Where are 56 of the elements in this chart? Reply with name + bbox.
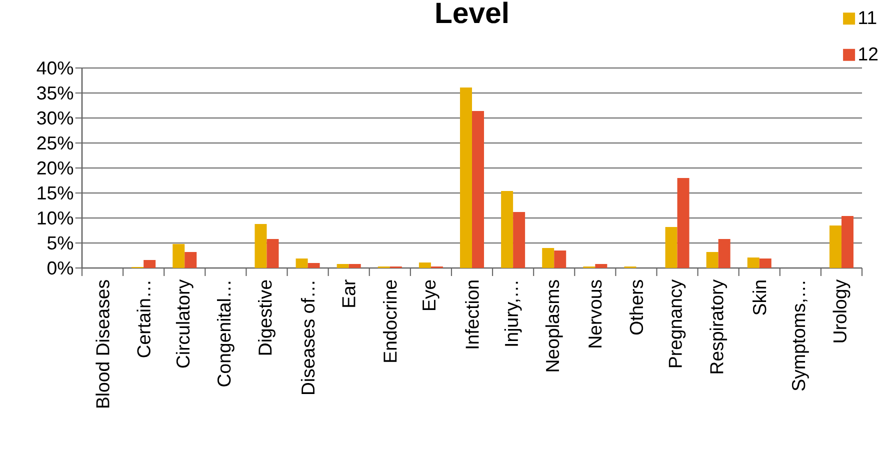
bar <box>841 216 854 268</box>
bar <box>501 191 514 268</box>
x-tick-label: Nervous <box>588 280 602 348</box>
bar <box>595 264 608 268</box>
bar <box>144 260 156 268</box>
bar <box>542 248 554 268</box>
x-tick-label: Circulatory <box>176 279 194 368</box>
x-tick-label: Eye <box>422 280 440 310</box>
bar <box>554 250 566 268</box>
x-tick-label: Pregnancy <box>668 279 686 368</box>
bar <box>336 264 349 268</box>
bar <box>418 262 431 268</box>
y-tick-label: 0% <box>47 261 74 275</box>
x-tick-label: Digestive <box>258 280 276 355</box>
x-tick-label: Respiratory <box>710 279 728 374</box>
legend-label: 11 <box>859 11 876 24</box>
y-tick-label: 35% <box>37 86 74 100</box>
x-tick-label: Diseases of… <box>300 282 315 394</box>
y-tick-label: 25% <box>37 136 74 150</box>
bar <box>460 88 472 268</box>
y-tick-label: 10% <box>38 211 74 225</box>
y-tick-label: 20% <box>37 161 74 175</box>
y-tick-label: 15% <box>38 186 74 200</box>
bar <box>184 252 197 268</box>
bar <box>747 258 760 268</box>
x-tick-label: Certain… <box>136 282 150 358</box>
bar <box>706 252 718 268</box>
x-tick-label: Others <box>629 280 644 335</box>
x-tick-label: Symptoms,… <box>792 282 809 391</box>
bar <box>677 178 690 268</box>
y-tick-label: 5% <box>48 236 74 250</box>
legend-label: 12 <box>859 47 878 60</box>
x-tick-label: Injury,… <box>504 282 522 346</box>
x-tick-label: Neoplasms <box>545 280 563 372</box>
bar <box>829 226 842 268</box>
bar <box>266 238 279 268</box>
bar <box>254 224 267 268</box>
x-tick-label: Endocrine <box>383 280 397 362</box>
bar <box>513 212 526 268</box>
y-tick-label: 30% <box>37 111 74 125</box>
bar <box>296 258 308 268</box>
x-tick-label: Ear <box>342 280 356 307</box>
bar <box>472 111 484 268</box>
bar <box>308 263 320 268</box>
bar <box>665 227 678 268</box>
bar <box>718 238 730 268</box>
x-tick-label: Infection <box>465 280 479 348</box>
chart-title: Level <box>436 2 508 24</box>
x-tick-label: Skin <box>752 280 766 315</box>
bar <box>348 264 361 268</box>
x-tick-label: Blood Diseases <box>96 280 110 408</box>
y-tick-label: 40% <box>36 61 74 75</box>
bar <box>172 244 185 268</box>
x-tick-label: Congenital… <box>216 282 234 386</box>
x-tick-label: Urology <box>832 279 850 342</box>
bar <box>759 258 772 268</box>
